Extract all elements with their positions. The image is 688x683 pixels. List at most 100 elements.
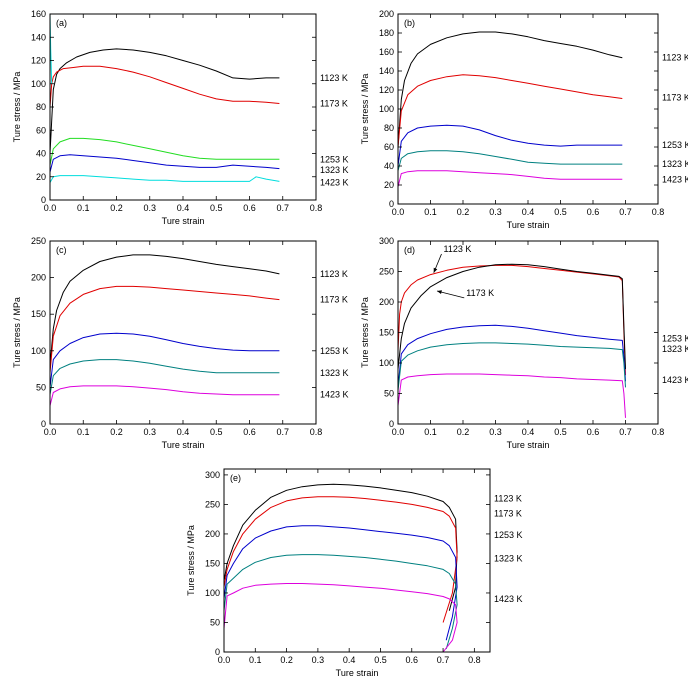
panel-label: (a) [56, 18, 67, 28]
annotation-label: 1173 K [466, 288, 494, 298]
series-line [223, 583, 458, 653]
series-line [397, 124, 623, 167]
y-tick-label: 200 [379, 9, 394, 19]
y-tick-label: 0 [389, 199, 394, 209]
y-tick-label: 0 [215, 647, 220, 657]
x-tick-label: 0.3 [489, 207, 502, 217]
y-tick-label: 200 [31, 273, 46, 283]
series-line [49, 65, 280, 108]
y-tick-label: 140 [31, 32, 46, 42]
y-tick-label: 100 [379, 104, 394, 114]
series-line [49, 137, 280, 166]
x-tick-label: 0.2 [110, 427, 123, 437]
panel-label: (e) [230, 473, 241, 483]
x-tick-label: 0.1 [424, 207, 437, 217]
x-tick-label: 0.1 [249, 655, 262, 665]
y-axis-title: Ture stress / MPa [360, 297, 370, 368]
series-line [223, 554, 458, 650]
series-label: 1253 K [662, 140, 688, 150]
series-line [397, 324, 626, 388]
y-tick-label: 100 [31, 346, 46, 356]
series-line [49, 175, 280, 183]
series-label: 1423 K [320, 390, 349, 400]
series-line [49, 254, 280, 366]
panel-label: (d) [404, 245, 415, 255]
series-line [397, 170, 623, 188]
x-tick-label: 0.8 [652, 207, 665, 217]
series-label: 1423 K [320, 178, 349, 188]
series-label: 1423 K [662, 375, 688, 385]
x-tick-label: 0.5 [374, 655, 387, 665]
series-line [49, 48, 280, 154]
annotation-arrowhead [437, 290, 442, 295]
series-label: 1173 K [320, 99, 348, 109]
x-tick-label: 0.4 [522, 207, 535, 217]
x-tick-label: 0.5 [554, 207, 567, 217]
series-line [49, 359, 280, 395]
y-tick-label: 300 [379, 236, 394, 246]
x-tick-label: 0.6 [587, 427, 600, 437]
series-line [397, 74, 623, 148]
y-tick-label: 250 [205, 499, 220, 509]
series-label: 1253 K [662, 334, 688, 344]
x-axis-title: Ture strain [162, 216, 205, 226]
x-tick-label: 0.7 [619, 427, 632, 437]
series-line [397, 342, 626, 391]
series-label: 1253 K [320, 346, 349, 356]
y-tick-label: 250 [31, 236, 46, 246]
x-tick-label: 0.0 [44, 427, 57, 437]
series-line [397, 31, 623, 148]
y-tick-label: 20 [384, 180, 394, 190]
plot-frame [223, 468, 491, 653]
y-tick-label: 250 [379, 267, 394, 277]
y-tick-label: 60 [36, 125, 46, 135]
series-label: 1173 K [662, 93, 688, 103]
y-axis-title: Ture stress / MPa [360, 74, 370, 145]
y-tick-label: 0 [41, 419, 46, 429]
y-axis-title: Ture stress / MPa [186, 525, 196, 596]
series-line [397, 373, 626, 418]
y-tick-label: 120 [31, 56, 46, 66]
series-label: 1423 K [494, 594, 523, 604]
x-tick-label: 0.6 [587, 207, 600, 217]
series-label: 1123 K [662, 53, 688, 63]
x-tick-label: 0.6 [243, 427, 256, 437]
series-label: 1253 K [320, 154, 349, 164]
y-axis-title: Ture stress / MPa [12, 72, 22, 143]
x-tick-label: 0.6 [243, 203, 256, 213]
x-tick-label: 0.4 [522, 427, 535, 437]
x-tick-label: 0.4 [177, 427, 190, 437]
y-tick-label: 60 [384, 142, 394, 152]
series-label: 1323 K [662, 344, 688, 354]
y-tick-label: 0 [389, 419, 394, 429]
x-tick-label: 0.2 [280, 655, 293, 665]
x-tick-label: 0.7 [276, 427, 289, 437]
y-tick-label: 40 [384, 161, 394, 171]
series-label: 1123 K [320, 269, 348, 279]
series-label: 1323 K [494, 554, 523, 564]
y-tick-label: 50 [36, 382, 46, 392]
series-line [397, 263, 626, 370]
x-axis-title: Ture strain [507, 440, 550, 450]
series-label: 1173 K [320, 295, 348, 305]
y-tick-label: 50 [210, 617, 220, 627]
x-tick-label: 0.0 [392, 207, 405, 217]
annotation-label: 1123 K [444, 244, 472, 254]
x-tick-label: 0.5 [210, 427, 223, 437]
series-line [397, 150, 623, 171]
y-tick-label: 140 [379, 66, 394, 76]
x-tick-label: 0.4 [177, 203, 190, 213]
y-tick-label: 20 [36, 172, 46, 182]
y-tick-label: 150 [379, 328, 394, 338]
series-line [49, 154, 280, 173]
x-tick-label: 0.2 [457, 207, 470, 217]
x-tick-label: 0.0 [44, 203, 57, 213]
x-axis-title: Ture strain [336, 668, 379, 678]
series-label: 1253 K [494, 530, 523, 540]
x-tick-label: 0.7 [276, 203, 289, 213]
y-tick-label: 80 [36, 102, 46, 112]
x-tick-label: 0.8 [468, 655, 481, 665]
plot-frame [49, 240, 317, 425]
